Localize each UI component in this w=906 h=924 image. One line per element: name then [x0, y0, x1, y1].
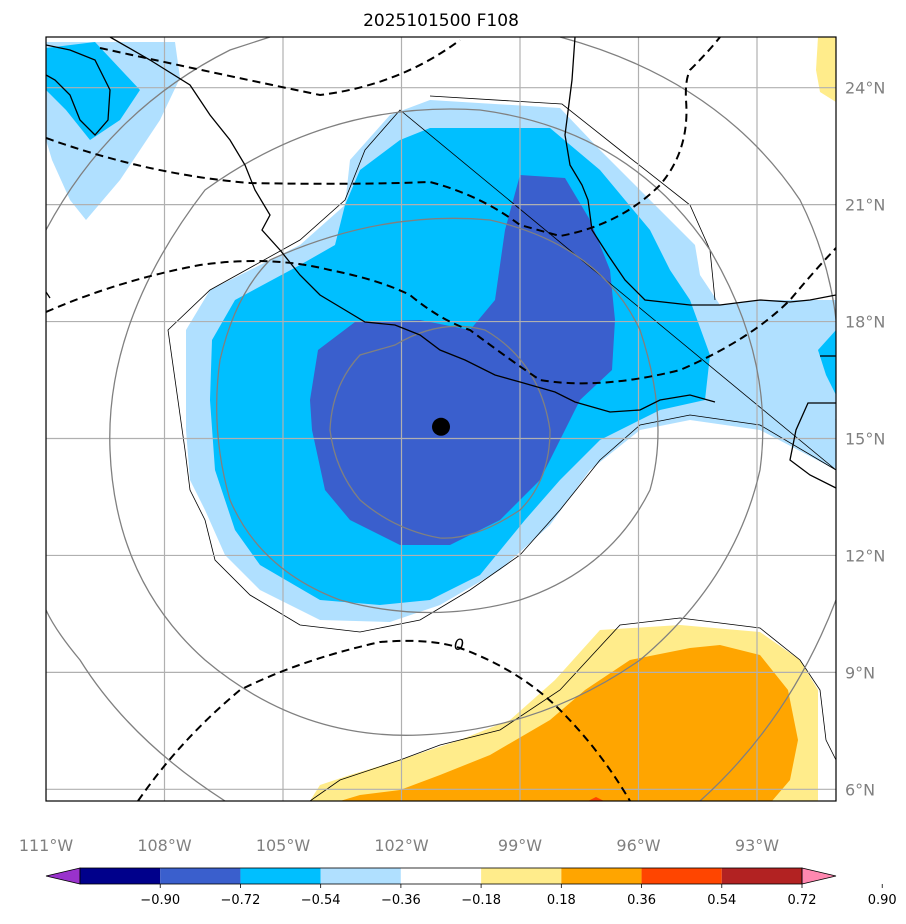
- coastlines: [46, 37, 836, 489]
- colorbar-tick-label: −0.36: [381, 893, 421, 908]
- lon-tick-label: 99°W: [498, 836, 542, 855]
- colorbar-segment: [641, 868, 722, 884]
- distance-rings: [46, 37, 836, 801]
- anomaly-fill-yellow: [816, 37, 836, 102]
- distance-ring: [46, 37, 836, 801]
- colorbar-tick-label: 0.18: [547, 893, 576, 908]
- map-area: 0: [46, 37, 836, 801]
- lon-tick-label: 96°W: [616, 836, 660, 855]
- anomaly-fill-blue: [46, 42, 140, 140]
- colorbar-segment: [561, 868, 642, 884]
- colorbar-segment: [320, 868, 401, 884]
- anomaly-outlines: [167, 95, 836, 801]
- anomaly-outline: [167, 95, 836, 633]
- contour-label: 0: [454, 635, 464, 654]
- colorbar-segment: [240, 868, 321, 884]
- anomaly-fill-red: [588, 797, 604, 801]
- lon-tick-label: 102°W: [374, 836, 429, 855]
- map-frame: [45, 36, 837, 802]
- distance-ring: [216, 217, 659, 614]
- colorbar-extend-low: [45, 867, 81, 885]
- coastline: [109, 37, 716, 413]
- dashed-contour: [137, 639, 631, 801]
- dashed-contour: [99, 39, 461, 97]
- colorbar-tick-label: 0.72: [788, 893, 817, 908]
- colorbar-tick-label: −0.90: [140, 893, 180, 908]
- colorbar-segment: [481, 868, 562, 884]
- distance-ring: [329, 325, 551, 539]
- longitude-labels: 111°W 108°W 105°W 102°W 99°W 96°W 93°W: [19, 836, 779, 855]
- coastline: [46, 44, 111, 136]
- lat-tick-label: 12°N: [845, 546, 885, 565]
- colorbar-tick-label: −0.72: [221, 893, 261, 908]
- colorbar-segment: [400, 868, 482, 884]
- lat-tick-label: 18°N: [845, 313, 885, 332]
- colorbar: −0.90 −0.72 −0.54 −0.36 −0.18 0.18 0.36 0.54 0.7…: [45, 867, 897, 908]
- colorbar-frame: [79, 867, 803, 885]
- lat-tick-label: 6°N: [845, 780, 875, 799]
- colorbar-segment: [80, 868, 161, 884]
- dashed-contour: [46, 247, 836, 385]
- dashed-contour: [46, 37, 721, 238]
- anomaly-outline: [309, 617, 836, 801]
- lon-tick-label: 108°W: [137, 836, 192, 855]
- colorbar-tick-label: 0.36: [627, 893, 656, 908]
- distance-ring: [109, 108, 764, 736]
- colorbar-segment: [721, 868, 802, 884]
- lon-tick-label: 105°W: [256, 836, 311, 855]
- chart-title: 2025101500 F108: [363, 11, 519, 31]
- anomaly-fill-orange: [340, 645, 798, 801]
- colorbar-segment: [160, 868, 241, 884]
- dashed-contours: [46, 37, 836, 801]
- coastline: [789, 402, 836, 489]
- lat-tick-label: 24°N: [845, 79, 885, 98]
- colorbar-tick-label: 0.90: [868, 893, 897, 908]
- anomaly-fill-darkblue: [310, 175, 615, 545]
- coastline: [564, 37, 836, 306]
- colorbar-extend-high: [801, 867, 837, 885]
- lat-tick-label: 9°N: [845, 663, 875, 682]
- gridlines: [46, 37, 836, 801]
- lon-tick-label: 93°W: [735, 836, 779, 855]
- center-marker: [432, 417, 450, 436]
- colorbar-tick-label: 0.54: [707, 893, 736, 908]
- lon-tick-label: 111°W: [19, 836, 74, 855]
- colorbar-tick-label: −0.54: [301, 893, 341, 908]
- colorbar-tick-label: −0.18: [461, 893, 501, 908]
- anomaly-fill-blue: [818, 330, 836, 395]
- latitude-labels: 24°N 21°N 18°N 15°N 12°N 9°N 6°N: [845, 79, 885, 800]
- lat-tick-label: 21°N: [845, 196, 885, 215]
- coastline: [46, 291, 51, 299]
- lat-tick-label: 15°N: [845, 429, 885, 448]
